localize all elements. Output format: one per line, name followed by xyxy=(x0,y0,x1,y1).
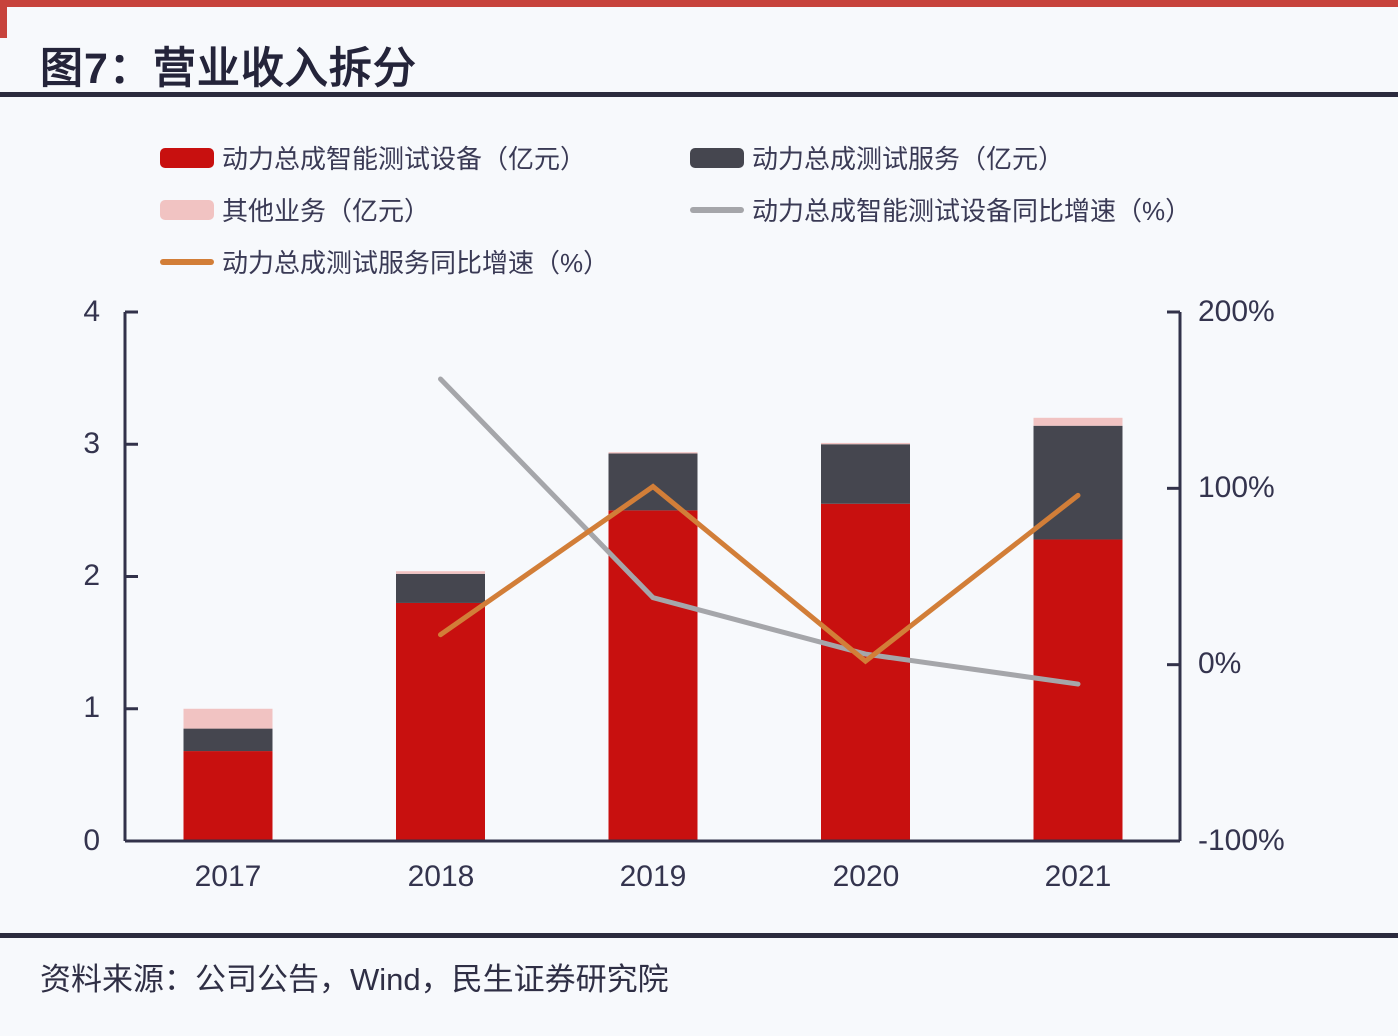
bar-segment-2020-0 xyxy=(821,503,910,841)
bar-segment-2017-1 xyxy=(183,728,273,752)
left-axis-tick-2: 2 xyxy=(83,559,100,592)
right-axis-tick-100: 100% xyxy=(1198,471,1275,504)
x-axis-label-2018: 2018 xyxy=(407,860,475,893)
x-axis-label-2017: 2017 xyxy=(194,860,262,893)
legend-label-service-growth: 动力总成测试服务同比增速（%） xyxy=(222,248,610,278)
source-text: 资料来源：公司公告，Wind，民生证券研究院 xyxy=(40,962,669,997)
bar-segment-2020-2 xyxy=(821,442,910,445)
x-axis-label-2019: 2019 xyxy=(619,860,687,893)
left-axis-tick-3: 3 xyxy=(83,427,100,460)
x-axis-label-2020: 2020 xyxy=(832,860,900,893)
left-axis-tick-1: 1 xyxy=(83,691,100,724)
legend-item-service: 动力总成测试服务（亿元） xyxy=(690,142,1310,174)
bar-segment-2019-0 xyxy=(608,510,698,841)
bar-segment-2017-2 xyxy=(183,708,273,729)
growth-line-1 xyxy=(438,483,1081,665)
legend-line-service-growth xyxy=(160,258,214,265)
bar-segment-2018-1 xyxy=(396,573,485,603)
legend-item-equipment: 动力总成智能测试设备（亿元） xyxy=(160,142,690,174)
legend-item-equipment-growth: 动力总成智能测试设备同比增速（%） xyxy=(690,194,1310,226)
bar-segment-2019-1 xyxy=(608,453,698,511)
right-axis-tick-neg100: -100% xyxy=(1198,824,1285,857)
bar-segment-2020-1 xyxy=(821,444,910,504)
legend-swatch-service xyxy=(690,147,744,168)
chart-title: 图7：营业收入拆分 xyxy=(40,45,417,93)
legend-line-equipment-growth xyxy=(690,206,744,213)
growth-line-0 xyxy=(438,376,1081,687)
chart-legend: 动力总成智能测试设备（亿元） 动力总成测试服务（亿元） 其他业务（亿元） 动力总… xyxy=(160,142,1310,278)
bar-segment-2021-2 xyxy=(1033,417,1123,426)
legend-item-other: 其他业务（亿元） xyxy=(160,194,690,226)
bar-segment-2021-0 xyxy=(1033,539,1123,841)
left-red-border xyxy=(0,0,7,38)
legend-label-equipment: 动力总成智能测试设备（亿元） xyxy=(222,144,587,174)
bar-segment-2018-2 xyxy=(396,571,485,574)
right-axis-tick-0: 0% xyxy=(1198,647,1242,680)
legend-swatch-other xyxy=(160,199,214,220)
top-red-border xyxy=(0,0,1398,7)
left-axis-tick-0: 0 xyxy=(83,824,100,857)
bar-segment-2018-0 xyxy=(396,602,485,841)
legend-label-other: 其他业务（亿元） xyxy=(222,196,431,226)
x-axis-label-2021: 2021 xyxy=(1044,860,1112,893)
legend-item-service-growth: 动力总成测试服务同比增速（%） xyxy=(160,246,690,278)
legend-label-service: 动力总成测试服务（亿元） xyxy=(752,144,1065,174)
left-axis-tick-4: 4 xyxy=(83,295,100,328)
bottom-divider xyxy=(0,933,1398,938)
right-axis-tick-200: 200% xyxy=(1198,295,1275,328)
bar-segment-2019-2 xyxy=(608,452,698,454)
legend-label-equipment-growth: 动力总成智能测试设备同比增速（%） xyxy=(752,196,1192,226)
bar-segment-2017-0 xyxy=(183,751,273,841)
title-underline xyxy=(0,92,1398,97)
plot-svg xyxy=(123,310,1182,843)
plot-area xyxy=(123,310,1182,843)
legend-swatch-equipment xyxy=(160,147,214,168)
